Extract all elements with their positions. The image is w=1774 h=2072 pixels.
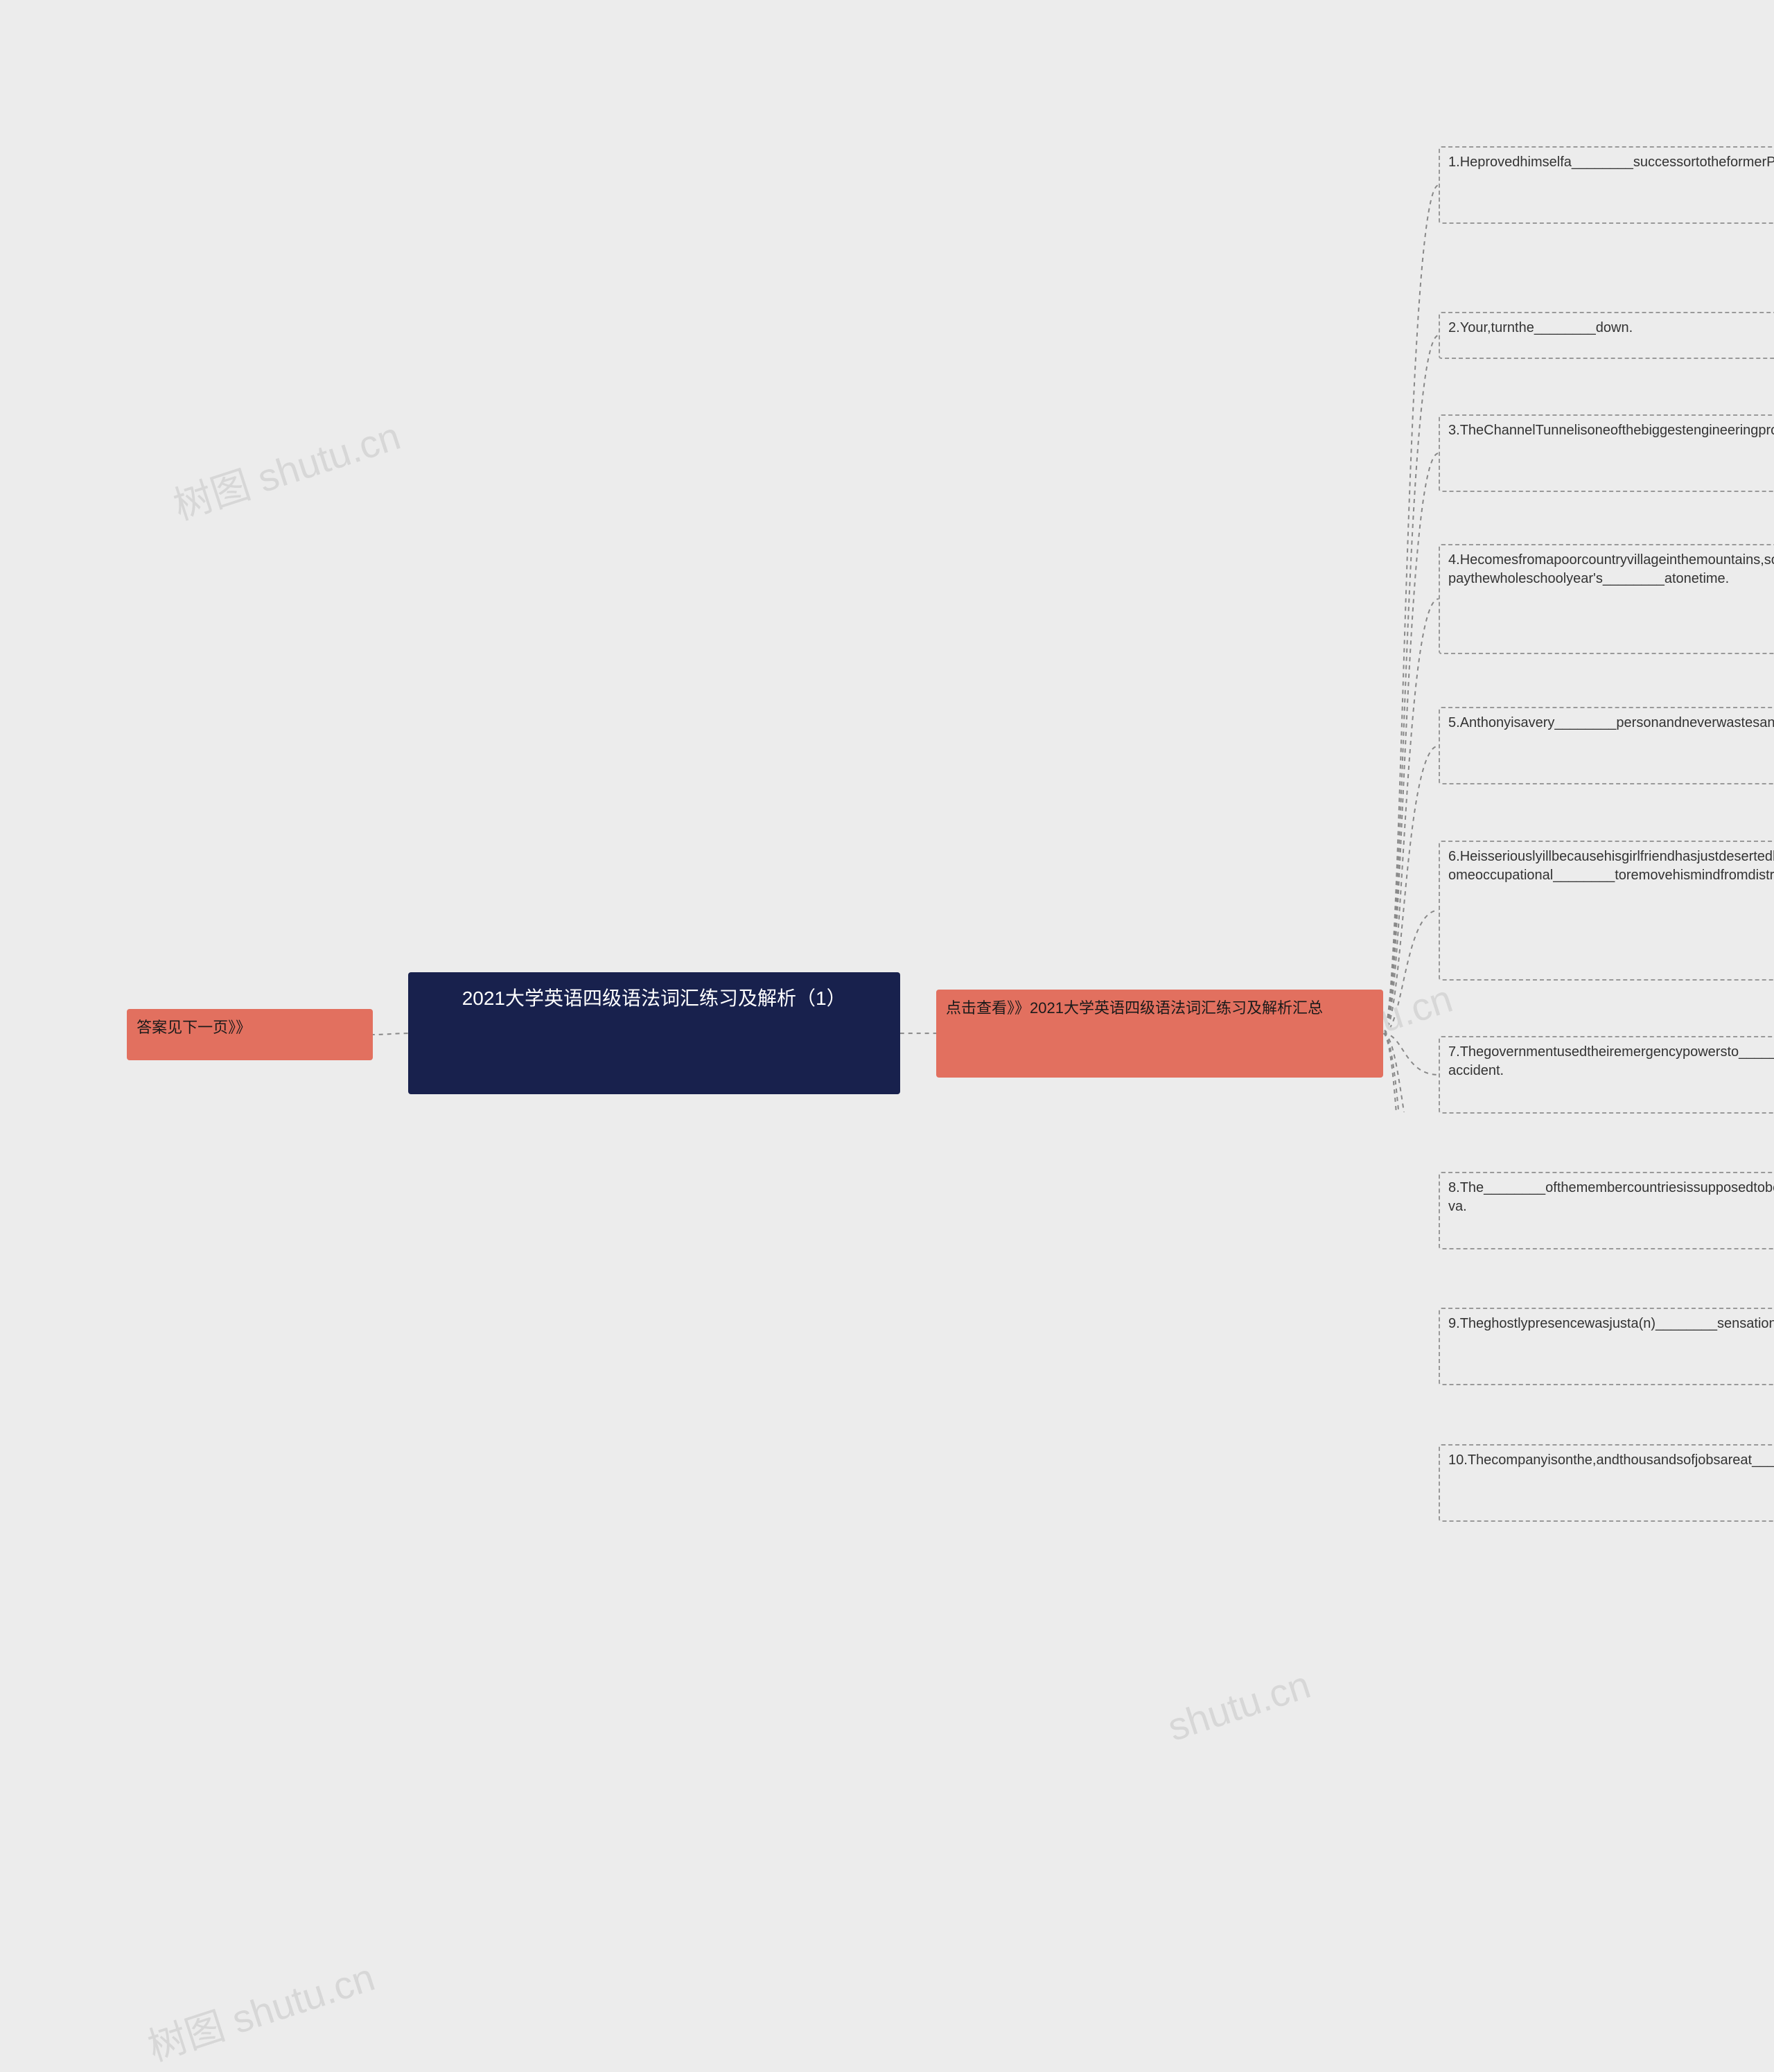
watermark-text: 树图 shutu.cn (166, 405, 407, 532)
question-node: 5.Anthonyisavery________personandneverwa… (1439, 707, 1774, 784)
question-text: 8.The________ofthemembercountriesissuppo… (1448, 1180, 1774, 1214)
question-text: 3.TheChannelTunnelisoneofthebiggestengin… (1448, 423, 1774, 438)
right-branch-link[interactable]: 点击查看》》2021大学英语四级语法词汇练习及解析汇总 (936, 990, 1383, 1078)
question-node: 7.Thegovernmentusedtheiremergencypowerst… (1439, 1036, 1774, 1114)
root-node: 2021大学英语四级语法词汇练习及解析（1） (408, 972, 900, 1094)
question-node: 4.Hecomesfromapoorcountryvillageinthemou… (1439, 544, 1774, 654)
question-text: 9.Theghostlypresencewasjusta(n)________s… (1448, 1316, 1774, 1331)
question-text: 4.Hecomesfromapoorcountryvillageinthemou… (1448, 552, 1774, 586)
right-branch-label: 点击查看》》2021大学英语四级语法词汇练习及解析汇总 (946, 999, 1323, 1017)
question-node: 6.Heisseriouslyillbecausehisgirlfriendha… (1439, 841, 1774, 981)
watermark-text: shutu.cn (1162, 1662, 1315, 1750)
question-node: 2.Your,turnthe________down. (1439, 312, 1774, 358)
question-node: 10.Thecompanyisonthe,andthousandsofjobsa… (1439, 1444, 1774, 1522)
question-text: 1.Heprovedhimselfa________successortothe… (1448, 155, 1774, 170)
question-text: 2.Your,turnthe________down. (1448, 320, 1633, 335)
left-branch-answer[interactable]: 答案见下一页》》 (127, 1009, 373, 1061)
left-branch-label: 答案见下一页》》 (137, 1019, 251, 1036)
question-text: 10.Thecompanyisonthe,andthousandsofjobsa… (1448, 1452, 1774, 1468)
question-node: 3.TheChannelTunnelisoneofthebiggestengin… (1439, 414, 1774, 492)
question-node: 8.The________ofthemembercountriesissuppo… (1439, 1172, 1774, 1249)
question-text: 5.Anthonyisavery________personandneverwa… (1448, 715, 1774, 730)
watermark-text: 树图 shutu.cn (139, 1947, 380, 2072)
root-title: 2021大学英语四级语法词汇练习及解析（1） (462, 987, 846, 1009)
question-node: 9.Theghostlypresencewasjusta(n)________s… (1439, 1308, 1774, 1385)
question-node: 1.Heprovedhimselfa________successortothe… (1439, 146, 1774, 224)
question-text: 7.Thegovernmentusedtheiremergencypowerst… (1448, 1044, 1774, 1078)
question-text: 6.Heisseriouslyillbecausehisgirlfriendha… (1448, 849, 1774, 883)
